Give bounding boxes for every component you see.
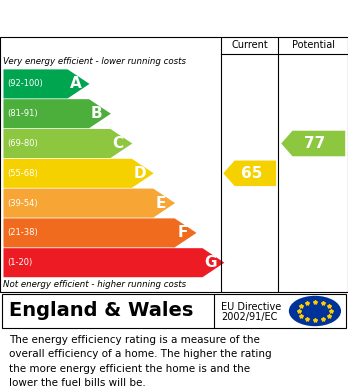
Text: (21-38): (21-38) [8,228,38,237]
Polygon shape [3,219,197,248]
Text: F: F [177,225,188,240]
Polygon shape [3,159,154,188]
Polygon shape [3,188,175,218]
Text: G: G [204,255,216,270]
Text: 65: 65 [241,166,262,181]
Text: Current: Current [231,40,268,50]
Text: A: A [70,76,81,91]
Text: Energy Efficiency Rating: Energy Efficiency Rating [9,9,256,27]
Text: (92-100): (92-100) [8,79,44,88]
Polygon shape [3,248,224,277]
Text: B: B [91,106,103,121]
Text: C: C [112,136,124,151]
Text: (1-20): (1-20) [8,258,33,267]
Text: E: E [156,196,166,211]
Text: Potential: Potential [292,40,335,50]
Text: (39-54): (39-54) [8,199,38,208]
Polygon shape [281,131,345,156]
Polygon shape [223,161,276,186]
Polygon shape [3,129,132,158]
Text: D: D [133,166,146,181]
Text: The energy efficiency rating is a measure of the
overall efficiency of a home. T: The energy efficiency rating is a measur… [9,335,271,388]
Text: (81-91): (81-91) [8,109,38,118]
Text: (55-68): (55-68) [8,169,38,178]
Text: England & Wales: England & Wales [9,301,193,321]
Polygon shape [3,69,89,99]
Text: EU Directive: EU Directive [221,302,281,312]
Text: (69-80): (69-80) [8,139,38,148]
Ellipse shape [289,296,341,326]
Text: 2002/91/EC: 2002/91/EC [221,312,277,322]
Text: 77: 77 [304,136,325,151]
Text: Not energy efficient - higher running costs: Not energy efficient - higher running co… [3,280,187,289]
Polygon shape [3,99,111,128]
Text: Very energy efficient - lower running costs: Very energy efficient - lower running co… [3,57,187,66]
